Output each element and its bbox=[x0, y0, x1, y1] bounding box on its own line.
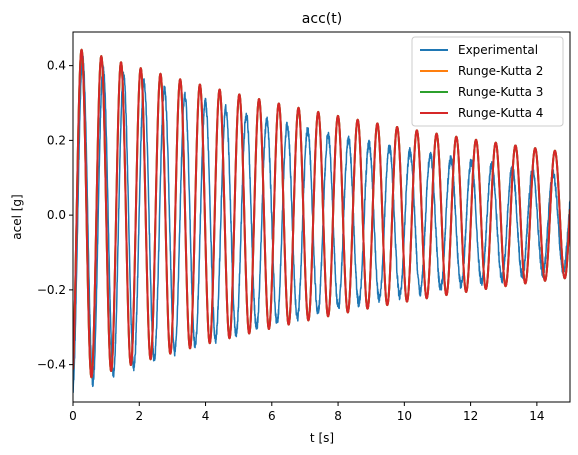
x-tick-label: 14 bbox=[529, 409, 544, 423]
legend-entries: Experimental Runge-Kutta 2 Runge-Kutta 3 Ru… bbox=[420, 43, 543, 120]
x-tick-label: 2 bbox=[135, 409, 143, 423]
x-tick-label: 6 bbox=[268, 409, 276, 423]
legend-label: Runge-Kutta 2 bbox=[458, 64, 543, 78]
series-line-experimental bbox=[73, 54, 570, 394]
y-tick-label: 0.2 bbox=[47, 133, 66, 147]
legend-label: Experimental bbox=[458, 43, 538, 57]
series-layer bbox=[73, 48, 570, 394]
legend-box bbox=[411, 36, 564, 127]
x-tick-label: 8 bbox=[334, 409, 342, 423]
x-axis-ticks: 0 2 4 6 8 10 12 14 bbox=[69, 402, 545, 423]
x-tick-label: 10 bbox=[397, 409, 412, 423]
y-axis-ticks: −0.4 −0.2 0.0 0.2 0.4 bbox=[37, 59, 73, 372]
plot-frame bbox=[72, 31, 571, 403]
y-tick-label: −0.4 bbox=[37, 358, 66, 372]
legend: Experimental Runge-Kutta 2 Runge-Kutta 3 Ru… bbox=[411, 36, 564, 127]
x-axis-label: t [s] bbox=[310, 431, 334, 445]
legend-label: Runge-Kutta 4 bbox=[458, 106, 543, 120]
series-line-runge-kutta-4 bbox=[73, 48, 570, 379]
y-axis-label: acel [g] bbox=[10, 194, 24, 239]
legend-label: Runge-Kutta 3 bbox=[458, 85, 543, 99]
y-tick-label: 0.0 bbox=[47, 208, 66, 222]
chart-title: acc(t) bbox=[302, 11, 342, 27]
x-tick-label: 0 bbox=[69, 409, 77, 423]
x-tick-label: 4 bbox=[202, 409, 210, 423]
y-tick-label: −0.2 bbox=[37, 283, 66, 297]
y-tick-label: 0.4 bbox=[47, 59, 66, 73]
x-tick-label: 12 bbox=[463, 409, 478, 423]
